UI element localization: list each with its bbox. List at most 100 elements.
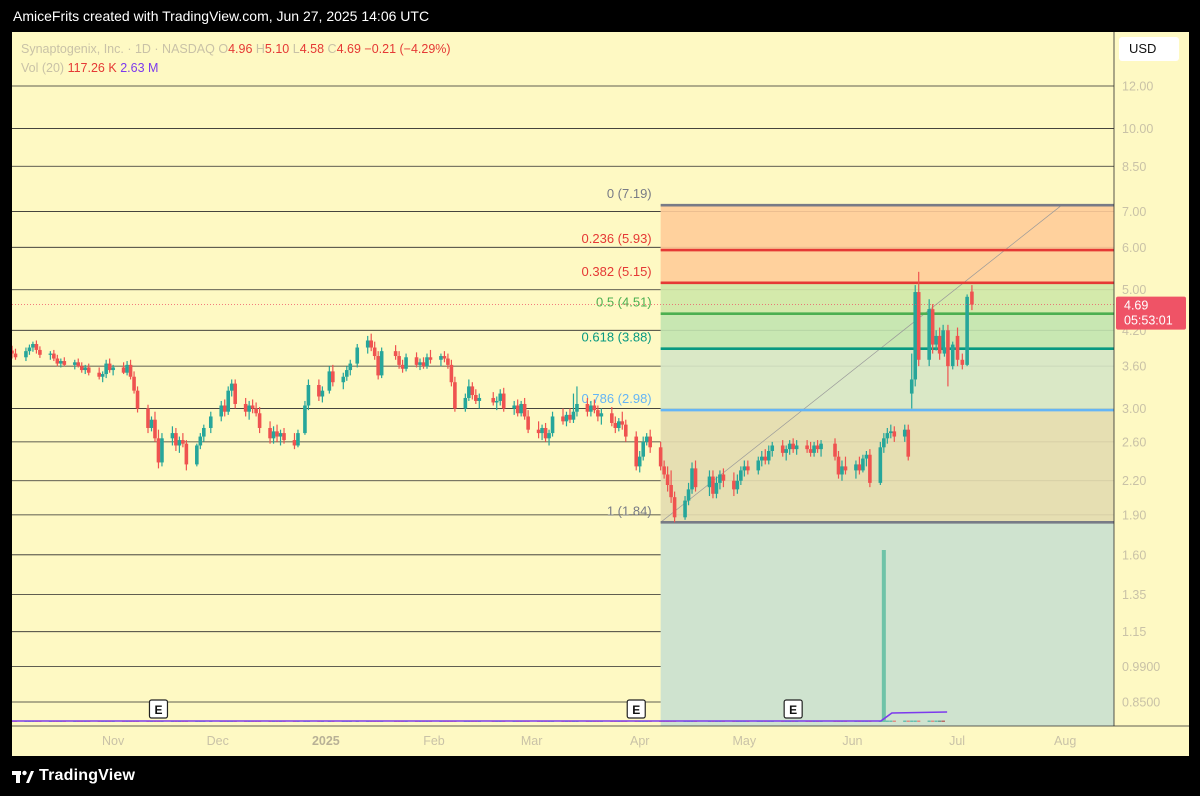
candle-body bbox=[868, 454, 872, 483]
fib-level-label: 0.618 (3.88) bbox=[582, 330, 652, 345]
candle-body bbox=[662, 466, 666, 475]
candle-body bbox=[177, 440, 182, 446]
price-tick-label: 1.90 bbox=[1122, 508, 1146, 522]
candle-body bbox=[672, 497, 677, 518]
candle-body bbox=[522, 403, 527, 417]
fib-level-label: 0.5 (4.51) bbox=[596, 295, 652, 310]
candle-body bbox=[648, 436, 652, 448]
footer-bar: TradingView bbox=[0, 760, 1200, 796]
candle-body bbox=[355, 347, 360, 364]
candle-body bbox=[453, 382, 457, 409]
volume-bar bbox=[906, 720, 910, 722]
candle-body bbox=[404, 357, 408, 369]
volume-bar bbox=[885, 720, 889, 722]
change-value: −0.21 (−4.29%) bbox=[364, 42, 451, 56]
candle-body bbox=[711, 476, 715, 494]
price-tick-label: 7.00 bbox=[1122, 205, 1146, 219]
earnings-marker[interactable]: E bbox=[783, 699, 803, 719]
price-tick-label: 3.60 bbox=[1122, 360, 1146, 374]
candle-body bbox=[882, 438, 886, 448]
candle-body bbox=[38, 349, 42, 355]
candle-body bbox=[721, 474, 726, 481]
price-tick-label: 5.00 bbox=[1122, 283, 1146, 297]
volume-bar bbox=[913, 720, 917, 722]
candle-body bbox=[31, 343, 35, 348]
candle-body bbox=[121, 367, 126, 373]
candle-body bbox=[519, 403, 523, 414]
candle-body bbox=[477, 397, 482, 401]
candle-body bbox=[946, 330, 950, 367]
candle-body bbox=[59, 361, 63, 364]
candle-body bbox=[641, 441, 646, 457]
candle-body bbox=[397, 356, 401, 365]
high-value: 5.10 bbox=[264, 42, 290, 56]
candle-body bbox=[24, 351, 28, 358]
candle-body bbox=[854, 464, 858, 471]
candle-body bbox=[571, 411, 576, 420]
candle-body bbox=[840, 466, 844, 475]
candle-body bbox=[198, 436, 203, 446]
candle-body bbox=[83, 367, 88, 371]
volume-bar bbox=[938, 720, 942, 722]
volume-bar bbox=[931, 720, 935, 722]
candle-body bbox=[254, 408, 258, 414]
candle-body bbox=[195, 445, 199, 465]
candle-body bbox=[589, 405, 593, 412]
candle-body bbox=[27, 347, 32, 352]
candle-body bbox=[941, 330, 945, 348]
candle-body bbox=[623, 424, 628, 437]
candle-body bbox=[449, 364, 454, 383]
candle-body bbox=[568, 414, 572, 420]
earnings-marker-box bbox=[626, 699, 646, 719]
earnings-marker-label: E bbox=[632, 703, 640, 717]
low-label: L bbox=[292, 42, 300, 56]
volume-label[interactable]: Vol (20) bbox=[21, 61, 65, 75]
currency-button[interactable]: USD bbox=[1119, 37, 1179, 61]
candle-body bbox=[861, 458, 865, 471]
time-tick-label: Dec bbox=[207, 734, 229, 748]
volume-bar bbox=[934, 720, 938, 722]
close-label: C bbox=[327, 42, 337, 56]
tradingview-logo-icon bbox=[12, 770, 34, 783]
candle-body bbox=[219, 405, 224, 417]
candle-body bbox=[819, 443, 823, 450]
earnings-marker[interactable]: E bbox=[626, 699, 646, 719]
symbol-title[interactable]: Synaptogenix, Inc. · 1D · NASDAQ bbox=[21, 42, 215, 56]
candle-body bbox=[76, 362, 81, 367]
candle-body bbox=[526, 416, 530, 430]
candle-body bbox=[808, 449, 813, 453]
candle-body bbox=[735, 480, 740, 490]
candle-body bbox=[833, 443, 837, 457]
candle-body bbox=[418, 362, 422, 365]
candle-body bbox=[547, 433, 551, 439]
candle-body bbox=[746, 466, 750, 471]
candle-body bbox=[369, 340, 373, 348]
candle-body bbox=[100, 374, 105, 377]
time-tick-label: Aug bbox=[1054, 734, 1076, 748]
candle-body bbox=[950, 344, 955, 367]
candle-body bbox=[372, 347, 377, 357]
candle-body bbox=[467, 386, 471, 398]
price-tick-label: 2.60 bbox=[1122, 435, 1146, 449]
time-tick-label: Feb bbox=[423, 734, 445, 748]
fib-level-label: 1 (1.84) bbox=[607, 503, 652, 518]
time-tick-label: Nov bbox=[102, 734, 125, 748]
earnings-marker-box bbox=[783, 699, 803, 719]
candle-body bbox=[812, 445, 816, 453]
chart-frame[interactable]: 0 (7.19) 0.236 (5.93) 0.382 (5.15) 0.5 (4.5… bbox=[12, 32, 1189, 756]
candle-body bbox=[613, 422, 618, 428]
time-tick-label: Apr bbox=[630, 734, 649, 748]
candle-body bbox=[843, 466, 848, 471]
candle-body bbox=[208, 416, 213, 428]
volume-spike-bar bbox=[881, 550, 886, 722]
volume-bar bbox=[917, 720, 921, 722]
candle-body bbox=[690, 468, 694, 490]
price-tick-label: 8.50 bbox=[1122, 160, 1146, 174]
chart-canvas[interactable]: 0 (7.19) 0.236 (5.93) 0.382 (5.15) 0.5 (4.5… bbox=[12, 32, 1189, 756]
earnings-marker[interactable]: E bbox=[148, 699, 169, 719]
candle-body bbox=[791, 443, 795, 450]
volume-ma-line bbox=[12, 711, 948, 722]
candle-body bbox=[970, 291, 974, 305]
volume-bar bbox=[941, 720, 945, 722]
candle-body bbox=[599, 413, 604, 417]
